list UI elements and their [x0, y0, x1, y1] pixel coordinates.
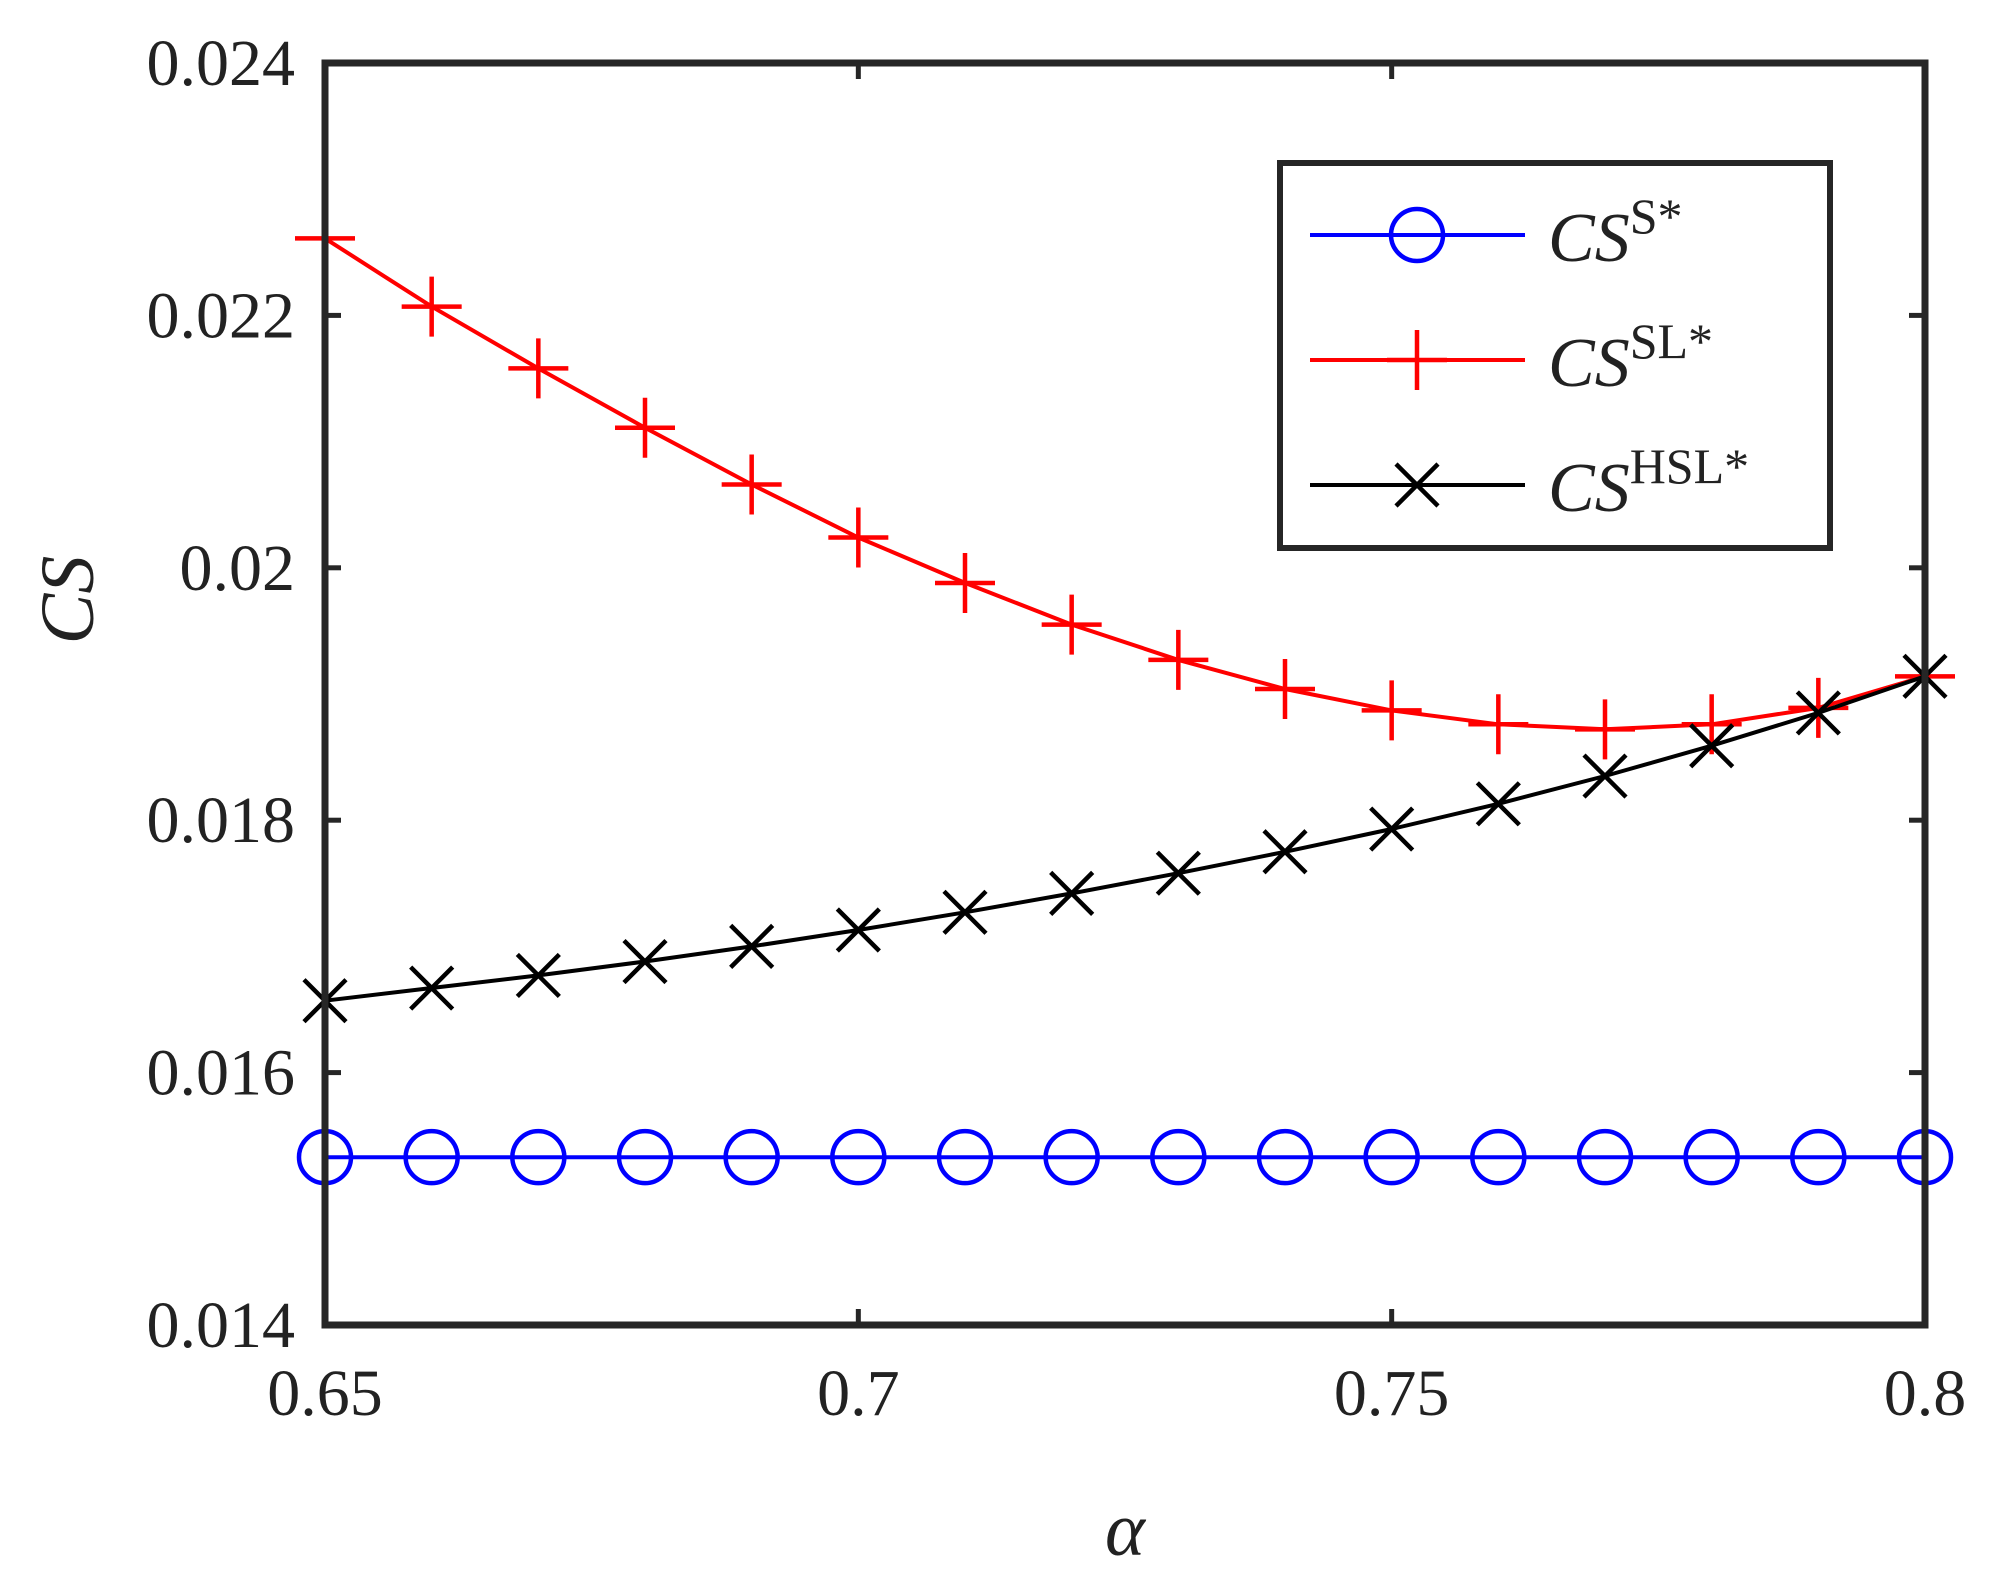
- y-tick-label: 0.016: [147, 1037, 296, 1110]
- data-point-plus: [1041, 594, 1102, 655]
- data-point-circle: [403, 1128, 460, 1186]
- data-point-circle: [1256, 1128, 1314, 1186]
- data-point-x: [729, 923, 775, 969]
- data-point-plus: [721, 454, 782, 515]
- data-point-x: [1049, 870, 1095, 916]
- data-point-plus: [1468, 694, 1529, 755]
- x-tick-label: 0.65: [267, 1357, 383, 1430]
- legend-item: CSSL*: [1310, 313, 1713, 402]
- data-point-plus: [615, 397, 675, 458]
- y-tick-label: 0.018: [147, 784, 296, 857]
- series-circle: [296, 1128, 1954, 1186]
- data-point-x: [515, 952, 561, 999]
- data-point-circle: [1043, 1128, 1100, 1186]
- data-point-x: [942, 889, 988, 935]
- data-point-circle: [1683, 1128, 1740, 1186]
- x-tick-label: 0.8: [1884, 1357, 1967, 1430]
- data-point-x: [1369, 806, 1415, 852]
- data-point-plus: [828, 507, 889, 568]
- data-point-circle: [830, 1128, 887, 1186]
- data-point-plus: [935, 552, 995, 613]
- y-tick-label: 0.024: [147, 27, 296, 100]
- tick-labels-layer: 0.65 0.7 0.75 0.8 0.014 0.016 0.018 0.02 0.022 0.…: [147, 27, 1967, 1430]
- legend-item: CSS*: [1310, 188, 1683, 277]
- data-point-plus: [1575, 699, 1635, 760]
- y-tick-label: 0.022: [147, 279, 296, 352]
- data-point-circle: [936, 1128, 994, 1186]
- data-point-x: [1582, 753, 1628, 799]
- data-point-x: [1155, 850, 1201, 896]
- data-point-x: [1795, 690, 1841, 736]
- plot-frame: [321, 59, 1929, 1329]
- data-point-plus: [1255, 658, 1315, 719]
- data-point-circle: [1363, 1128, 1420, 1186]
- data-point-circle: [1150, 1128, 1207, 1186]
- legend-label: CSHSL*: [1548, 438, 1749, 527]
- x-tick-label: 0.7: [817, 1357, 900, 1430]
- data-point-plus: [1361, 680, 1422, 741]
- data-point-plus: [1788, 677, 1849, 738]
- legend-swatch-marker: [1394, 462, 1440, 508]
- data-point-circle: [1790, 1128, 1847, 1186]
- data-point-circle: [723, 1128, 780, 1186]
- series-x: [302, 653, 1948, 1024]
- legend-label: CSS*: [1548, 188, 1683, 277]
- data-point-x: [409, 965, 455, 1011]
- data-point-plus: [401, 276, 462, 337]
- data-point-x: [1689, 723, 1735, 769]
- y-tick-label: 0.014: [147, 1289, 296, 1362]
- legend-items: CSS* CSSL* CSHSL*: [1310, 188, 1749, 527]
- data-point-circle: [1576, 1128, 1634, 1186]
- data-point-x: [835, 907, 881, 953]
- legend-swatch-marker: [1388, 206, 1446, 264]
- data-point-plus: [1148, 629, 1209, 690]
- data-point-x: [1262, 829, 1308, 875]
- y-tick-label: 0.02: [180, 532, 296, 605]
- y-axis-title: CS: [26, 556, 110, 645]
- data-point-x: [1475, 781, 1521, 827]
- x-tick-label: 0.75: [1334, 1357, 1450, 1430]
- legend-label: CSSL*: [1548, 313, 1713, 402]
- series-line: [323, 236, 1926, 732]
- legend: CSS* CSSL* CSHSL*: [1277, 160, 1833, 551]
- legend-item: CSHSL*: [1310, 438, 1749, 527]
- legend-swatch-marker: [1387, 330, 1447, 390]
- data-point-circle: [616, 1128, 674, 1186]
- series-line: [324, 674, 1926, 1003]
- data-point-circle: [510, 1128, 567, 1186]
- data-point-x: [622, 938, 668, 985]
- data-point-circle: [1470, 1128, 1527, 1186]
- data-point-plus: [508, 338, 569, 399]
- x-axis-title: α: [1105, 1488, 1147, 1572]
